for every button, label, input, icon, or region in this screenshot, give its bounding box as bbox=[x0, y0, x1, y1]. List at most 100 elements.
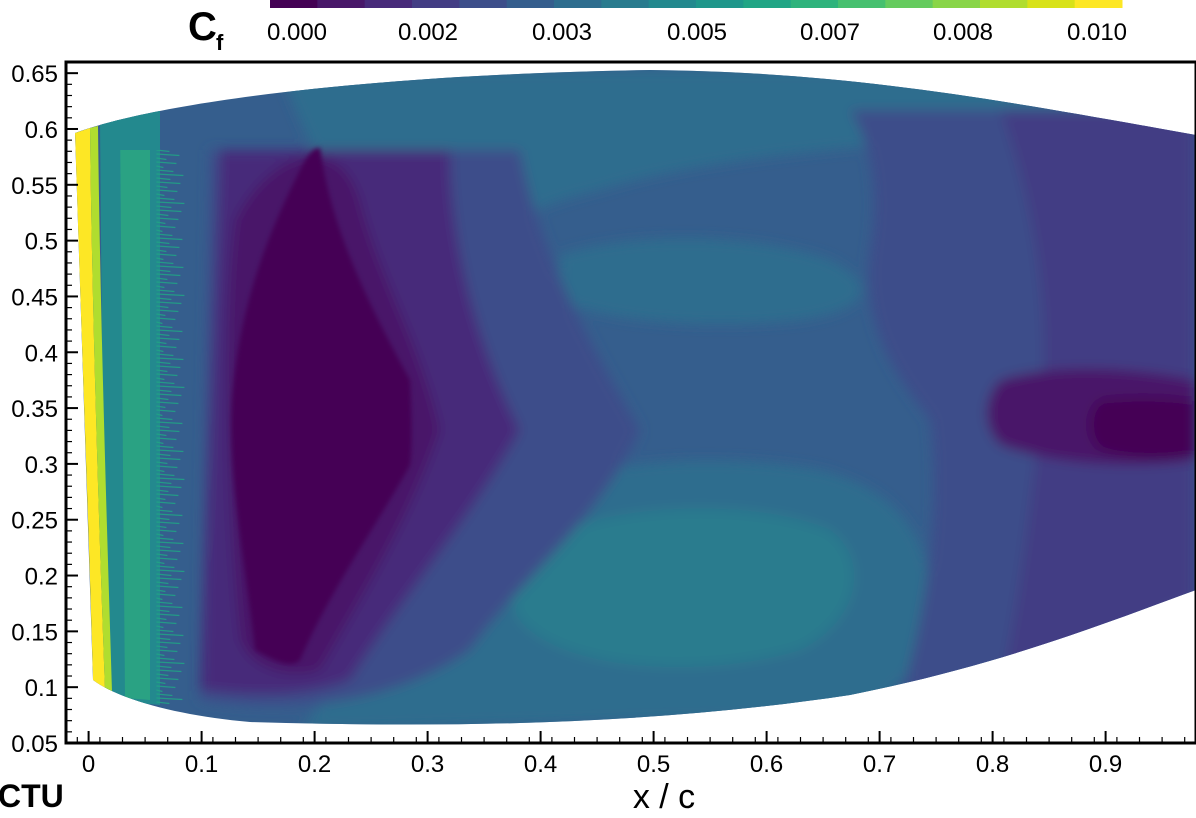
colorbar-swatch bbox=[270, 0, 318, 8]
noise-streak bbox=[156, 301, 182, 305]
colorbar-tick-labels: 0.000 0.002 0.003 0.005 0.007 0.008 0.010 bbox=[267, 19, 1127, 46]
colorbar-swatch bbox=[648, 0, 697, 8]
noise-streak bbox=[156, 389, 172, 393]
noise-streak bbox=[156, 225, 176, 229]
noise-streak bbox=[156, 421, 183, 425]
noise-streak bbox=[156, 257, 164, 261]
noise-streak bbox=[156, 161, 177, 165]
noise-streak bbox=[156, 325, 173, 329]
colorbar-swatch bbox=[790, 0, 839, 8]
noise-streak bbox=[156, 401, 179, 405]
noise-streak bbox=[156, 165, 164, 169]
noise-streak bbox=[156, 461, 168, 465]
noise-streak bbox=[156, 337, 180, 341]
noise-streak bbox=[156, 485, 182, 489]
y-tick-label: 0.35 bbox=[11, 396, 58, 423]
noise-streak bbox=[156, 153, 180, 157]
noise-streak bbox=[156, 633, 184, 637]
noise-streak bbox=[156, 349, 164, 353]
noise-streak bbox=[156, 577, 182, 581]
noise-streak bbox=[156, 353, 174, 357]
colorbar-tick-label: 0.007 bbox=[800, 19, 860, 46]
noise-streak bbox=[156, 381, 175, 385]
noise-streak bbox=[156, 245, 180, 249]
noise-streak bbox=[156, 373, 178, 377]
noise-streak bbox=[156, 329, 183, 333]
noise-streak bbox=[156, 309, 179, 313]
noise-streak bbox=[156, 221, 166, 225]
noise-streak bbox=[156, 321, 163, 325]
x-tick-label: 0.4 bbox=[524, 751, 557, 778]
colorbar bbox=[270, 0, 1123, 8]
noise-streak bbox=[156, 513, 183, 517]
colorbar-swatch bbox=[554, 0, 602, 8]
x-tick-label: 0.6 bbox=[750, 751, 783, 778]
noise-streak bbox=[156, 445, 174, 449]
noise-streak bbox=[156, 341, 167, 345]
noise-streak bbox=[156, 637, 171, 641]
y-axis: 0.65 0.6 0.55 0.5 0.45 0.4 0.35 0.3 0.25 0.2 0.15 0… bbox=[11, 61, 78, 758]
noise-streak bbox=[156, 453, 171, 457]
noise-streak bbox=[156, 689, 163, 693]
colorbar-tick-label: 0.005 bbox=[667, 19, 727, 46]
noise-streak bbox=[156, 249, 167, 253]
colorbar-swatch bbox=[459, 0, 508, 8]
noise-streak bbox=[156, 561, 165, 565]
colorbar-swatch bbox=[743, 0, 792, 8]
noise-streak bbox=[156, 697, 183, 701]
x-tick-label: 0.3 bbox=[411, 751, 444, 778]
colorbar-tick-label: 0.000 bbox=[267, 19, 327, 46]
noise-streak bbox=[156, 493, 179, 497]
y-tick-label: 0.65 bbox=[11, 61, 58, 88]
noise-streak bbox=[156, 189, 178, 193]
noise-streak bbox=[156, 357, 184, 361]
colorbar-swatch bbox=[601, 0, 650, 8]
noise-streak bbox=[156, 617, 167, 621]
noise-streak bbox=[156, 405, 166, 409]
colorbar-tick-label: 0.002 bbox=[398, 19, 458, 46]
x-tick-label: 0 bbox=[82, 751, 95, 778]
noise-streak bbox=[156, 613, 180, 617]
y-tick-label: 0.4 bbox=[25, 340, 58, 367]
noise-streak bbox=[156, 597, 163, 601]
colorbar-swatch bbox=[980, 0, 1028, 8]
noise-streak bbox=[156, 557, 178, 561]
colorbar-swatch bbox=[838, 0, 886, 8]
noise-streak bbox=[156, 293, 185, 297]
noise-streak bbox=[156, 181, 181, 185]
noise-streak bbox=[156, 365, 181, 369]
y-tick-label: 0.1 bbox=[25, 675, 58, 702]
noise-streak bbox=[156, 677, 179, 681]
noise-streak bbox=[156, 345, 177, 349]
noise-streak bbox=[156, 549, 181, 553]
noise-streak bbox=[156, 317, 176, 321]
noise-streak bbox=[156, 541, 184, 545]
noise-streak bbox=[156, 569, 185, 573]
noise-streak bbox=[156, 701, 170, 705]
noise-streak bbox=[156, 505, 163, 509]
noise-streak bbox=[156, 517, 170, 521]
noise-streak bbox=[156, 273, 181, 277]
y-tick-label: 0.6 bbox=[25, 117, 58, 144]
noise-streak bbox=[156, 605, 183, 609]
region-upper-left-block bbox=[110, 105, 160, 150]
noise-streak bbox=[156, 489, 169, 493]
noise-streak bbox=[156, 397, 169, 401]
noise-streak bbox=[156, 669, 182, 673]
noise-streak bbox=[156, 521, 180, 525]
noise-streak bbox=[156, 185, 168, 189]
noise-streak bbox=[156, 425, 170, 429]
noise-streak bbox=[156, 501, 176, 505]
x-axis: 0 0.1 0.2 0.3 0.4 0.5 0.6 0.7 0.8 0.9 bbox=[76, 731, 1186, 778]
x-tick-label: 0.7 bbox=[863, 751, 896, 778]
noise-streak bbox=[156, 177, 171, 181]
noise-streak bbox=[156, 481, 172, 485]
noise-streak bbox=[156, 585, 179, 589]
colorbar-title: C bbox=[188, 5, 217, 49]
noise-streak bbox=[156, 457, 181, 461]
noise-streak bbox=[156, 537, 174, 541]
noise-streak bbox=[156, 253, 177, 257]
noise-streak bbox=[156, 593, 176, 597]
noise-streak bbox=[156, 625, 164, 629]
region-aft-middle bbox=[850, 110, 1044, 700]
